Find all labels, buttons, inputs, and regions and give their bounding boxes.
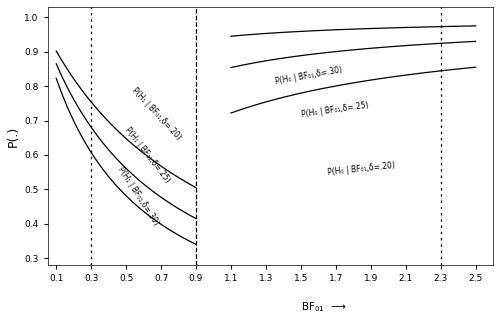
Text: P(H₀ | BF₀₁,δ=.30): P(H₀ | BF₀₁,δ=.30): [274, 65, 343, 86]
Y-axis label: P(.): P(.): [7, 125, 20, 147]
Text: P(H₀ | BF₀₁,δ=.20): P(H₀ | BF₀₁,δ=.20): [327, 161, 396, 177]
Text: P(H₁ | BF₀₁,δ=.25): P(H₁ | BF₀₁,δ=.25): [122, 125, 172, 184]
Text: P(H₁ | BF₀₁,δ=.30): P(H₁ | BF₀₁,δ=.30): [116, 165, 160, 227]
Text: P(H₁ | BF₀₁,δ=.20): P(H₁ | BF₀₁,δ=.20): [130, 86, 182, 142]
Text: BF$_{01}$  ⟶: BF$_{01}$ ⟶: [301, 300, 346, 314]
Text: P(H₀ | BF₀₁,δ=.25): P(H₀ | BF₀₁,δ=.25): [301, 101, 370, 119]
